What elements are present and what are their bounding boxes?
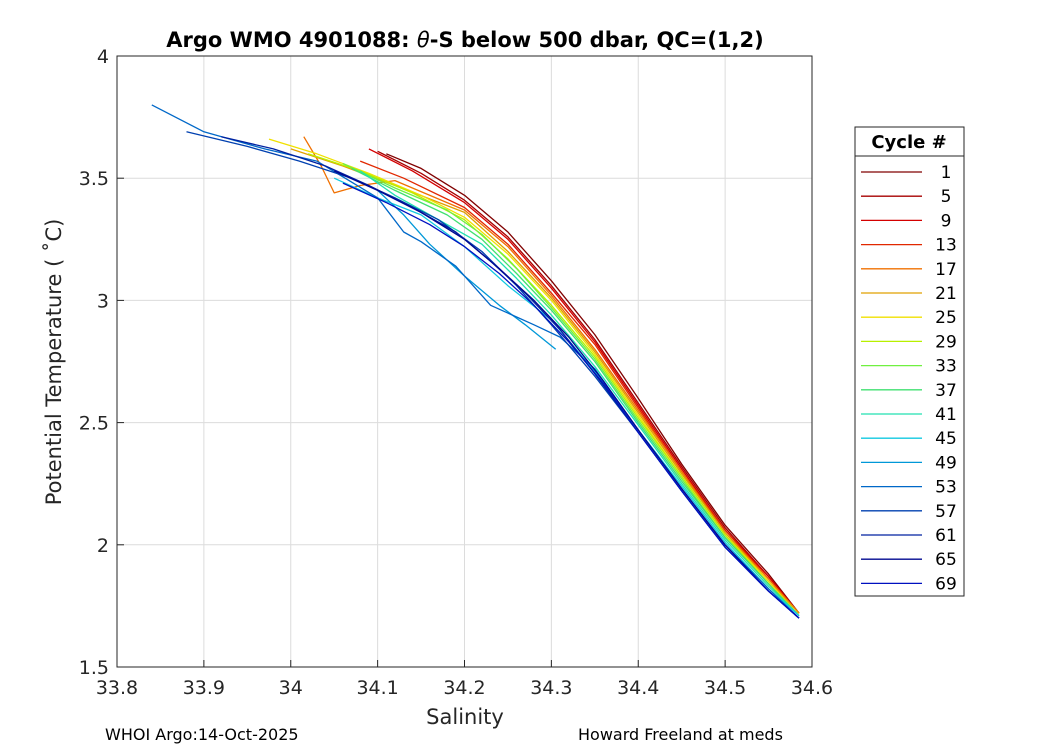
x-tick-label: 34.5 [704, 677, 746, 699]
legend-label: 57 [935, 502, 957, 522]
legend-title: Cycle # [871, 132, 946, 153]
y-tick-label: 3.5 [79, 168, 109, 190]
legend-label: 29 [935, 332, 957, 352]
legend-label: 41 [935, 405, 957, 425]
series-line-cycle-37 [351, 167, 800, 617]
legend-label: 33 [935, 357, 957, 377]
legend-label: 9 [941, 211, 952, 231]
legend-label: 37 [935, 381, 957, 401]
x-ticks: 33.8 33.9 34 34.1 34.2 34.3 34.4 34.5 34.6 [96, 660, 833, 699]
footer-source: WHOI Argo:14-Oct-2025 [105, 725, 299, 744]
legend-label: 61 [935, 526, 957, 546]
legend-label: 17 [935, 260, 957, 280]
chart-title-theta: θ [417, 28, 430, 52]
grid [116, 55, 813, 668]
x-tick-label: 33.9 [183, 677, 225, 699]
legend-label: 69 [935, 574, 957, 594]
series-line-cycle-1 [386, 153, 800, 614]
chart-title: Argo WMO 4901088: θ-S below 500 dbar, QC… [166, 28, 763, 52]
x-tick-label: 34 [279, 677, 303, 699]
legend-label: 65 [935, 550, 957, 570]
legend-entries: 1 5 9 13 17 21 25 29 33 37 41 45 49 53 57 61 65 69 [861, 163, 957, 594]
y-tick-label: 2 [97, 535, 109, 557]
legend-label: 49 [935, 453, 957, 473]
legend-box [854, 126, 965, 597]
legend-label: 21 [935, 284, 957, 304]
series-line-cycle-29 [307, 153, 800, 617]
y-tick-label: 4 [97, 46, 109, 68]
legend-label: 53 [935, 478, 957, 498]
y-axis-label: Potential Temperature ( ˚C) [42, 219, 66, 506]
legend-label: 13 [935, 236, 957, 256]
legend-label: 45 [935, 429, 957, 449]
x-tick-label: 34.4 [617, 677, 659, 699]
chart-title-suffix: -S below 500 dbar, QC=(1,2) [430, 28, 764, 52]
x-tick-label: 34.3 [530, 677, 572, 699]
footer-credit: Howard Freeland at meds [578, 725, 783, 744]
legend: Cycle # 1 5 9 13 17 21 25 29 33 37 41 45 49 53 57 61 65 6… [854, 126, 965, 597]
x-tick-label: 33.8 [96, 677, 138, 699]
series-line-cycle-13 [359, 160, 800, 614]
series-group [151, 104, 800, 619]
y-ticks: 1.5 2 2.5 3 3.5 4 [79, 46, 124, 679]
series-line-cycle-69 [342, 182, 800, 619]
x-tick-label: 34.6 [791, 677, 833, 699]
x-tick-label: 34.2 [443, 677, 485, 699]
y-tick-label: 3 [97, 290, 109, 312]
x-tick-label: 34.1 [356, 677, 398, 699]
series-line-cycle-5 [377, 150, 800, 614]
series-line-cycle-65 [333, 170, 800, 619]
chart-title-prefix: Argo WMO 4901088: [166, 28, 417, 52]
y-tick-label: 1.5 [79, 657, 109, 679]
legend-label: 25 [935, 308, 957, 328]
legend-label: 5 [941, 187, 952, 207]
legend-label: 1 [941, 163, 952, 183]
y-tick-label: 2.5 [79, 413, 109, 435]
x-axis-label: Salinity [426, 705, 504, 729]
